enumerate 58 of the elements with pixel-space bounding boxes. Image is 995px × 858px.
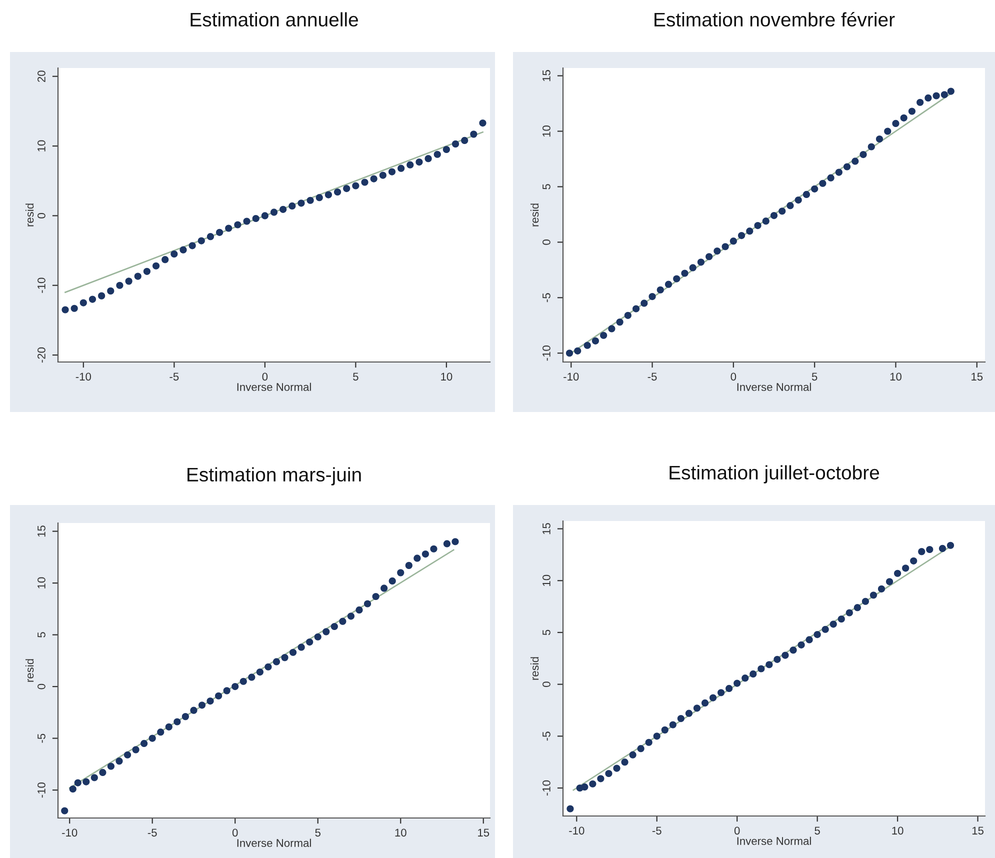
y-tick-label: 10 [542, 125, 550, 137]
x-tick-label: -10 [569, 826, 584, 835]
x-axis-title: Inverse Normal [237, 838, 311, 847]
y-tick-label: 15 [38, 526, 46, 537]
y-tick-label: -5 [542, 293, 550, 302]
x-tick-label: 15 [972, 826, 984, 835]
x-tick-label: 15 [478, 828, 490, 837]
y-tick-label: 0 [38, 213, 46, 218]
x-tick-label: -10 [62, 828, 78, 837]
chart-title: Estimation juillet-octobre [670, 465, 880, 484]
y-tick-label: 5 [542, 184, 550, 190]
chart-title: Estimation annuelle [190, 12, 358, 27]
x-tick-label: 15 [972, 372, 983, 381]
x-tick-label: 0 [734, 826, 740, 835]
x-tick-label: 5 [315, 828, 320, 837]
y-tick-label: -10 [38, 278, 46, 293]
x-tick-label: -10 [76, 372, 92, 381]
x-tick-label: 10 [395, 828, 406, 837]
y-tick-label: -10 [542, 346, 550, 361]
y-tick-label: 10 [38, 577, 46, 588]
y-tick-label: 10 [38, 140, 46, 152]
y-tick-label: 0 [542, 240, 550, 245]
y-tick-label: -5 [542, 732, 550, 741]
y-tick-label: 5 [38, 632, 46, 638]
x-axis-title: Inverse Normal [237, 382, 311, 391]
y-axis-title: resid [25, 659, 34, 682]
y-axis-title: resid [530, 657, 539, 680]
chart-title: Estimation mars-juin [188, 467, 361, 486]
x-axis-title: Inverse Normal [737, 382, 811, 391]
y-tick-label: 5 [542, 630, 550, 636]
x-tick-label: -5 [148, 828, 157, 837]
x-tick-label: 0 [232, 828, 238, 837]
x-tick-label: 10 [892, 826, 904, 835]
x-tick-label: 5 [814, 826, 820, 835]
y-tick-label: -10 [542, 780, 550, 796]
x-tick-label: 5 [812, 372, 818, 381]
y-tick-label: 0 [38, 684, 46, 690]
y-tick-label: 20 [38, 70, 46, 82]
y-tick-label: 0 [542, 682, 550, 687]
x-tick-label: 10 [890, 372, 902, 381]
y-tick-label: -20 [38, 347, 46, 363]
x-tick-label: -10 [564, 372, 579, 381]
y-axis-title: resid [25, 204, 34, 226]
y-tick-label: 15 [542, 523, 550, 534]
y-tick-label: -10 [38, 782, 46, 798]
y-tick-label: 10 [542, 574, 550, 586]
y-axis-title: resid [530, 204, 539, 226]
x-tick-label: -5 [170, 372, 179, 381]
x-tick-label: 0 [262, 372, 268, 381]
x-tick-label: 10 [441, 372, 452, 381]
x-axis-title: Inverse Normal [737, 836, 811, 845]
y-tick-label: 15 [542, 70, 550, 82]
chart-title: Estimation novembre février [654, 12, 895, 27]
x-tick-label: -5 [652, 826, 662, 835]
y-tick-label: -5 [38, 734, 46, 743]
x-tick-label: 5 [353, 372, 358, 381]
x-tick-label: -5 [648, 372, 657, 381]
x-tick-label: 0 [730, 372, 736, 381]
